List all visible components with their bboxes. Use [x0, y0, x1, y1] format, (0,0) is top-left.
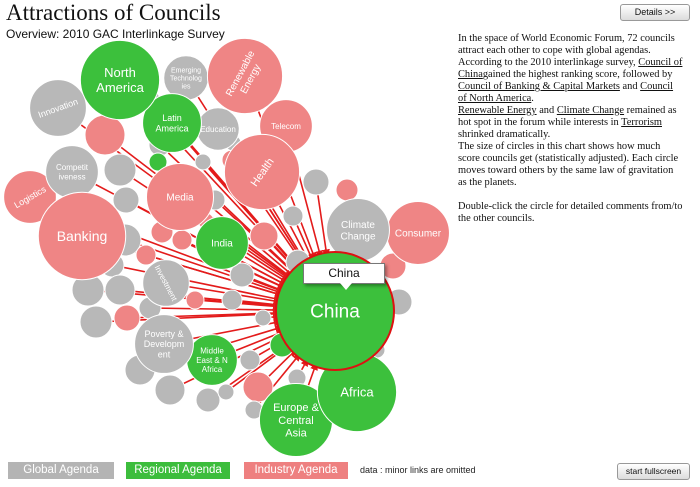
council-label-africa: Africa	[340, 385, 374, 400]
council-link	[149, 305, 281, 314]
council-of-banking-link[interactable]: Council of Banking & Capital Markets	[458, 81, 620, 92]
council-renewable-energy[interactable]: RenewableEnergy	[206, 37, 284, 115]
council-banking[interactable]: Banking	[37, 191, 127, 281]
council-label-competitiveness: Competit iveness	[56, 163, 89, 181]
council-bubble[interactable]	[302, 168, 330, 196]
description-ranking: According to the 2010 interlinkage surve…	[458, 57, 683, 104]
council-bubble[interactable]	[185, 290, 205, 310]
terrorism-link[interactable]: Terrorism	[621, 117, 662, 128]
council-bubble[interactable]	[221, 289, 243, 311]
council-media[interactable]: Media	[146, 163, 214, 231]
council-bubble[interactable]	[194, 153, 212, 171]
council-education[interactable]: Education	[196, 107, 240, 151]
climate-change-link[interactable]: Climate Change	[556, 105, 625, 116]
council-bubble[interactable]	[195, 387, 221, 413]
council-bubble[interactable]	[84, 114, 126, 156]
council-label-telecom: Telecom	[271, 122, 301, 131]
legend-regional-agenda[interactable]: Regional Agenda	[126, 462, 230, 479]
council-bubble-investment[interactable]	[142, 259, 190, 307]
council-bubble-health[interactable]	[223, 133, 301, 211]
council-bubble[interactable]	[171, 229, 193, 251]
council-bubble[interactable]	[239, 349, 261, 371]
council-label-middle-east-north-africa: Middle East & N Africa	[196, 347, 228, 374]
council-europe-central-asia[interactable]: Europe & Central Asia	[258, 382, 334, 458]
council-bubble[interactable]	[282, 205, 304, 227]
council-bubble-logistics[interactable]	[3, 170, 57, 224]
council-bubble-banking[interactable]	[37, 191, 127, 281]
start-fullscreen-button[interactable]: start fullscreen	[617, 463, 690, 480]
description-instruction: Double-click the circle for detailed com…	[458, 201, 683, 224]
minor-links-note: data : minor links are omitted	[360, 465, 476, 475]
council-bubble-india[interactable]	[195, 216, 249, 270]
page-title: Attractions of Councils	[6, 0, 221, 25]
council-bubble[interactable]	[249, 221, 279, 251]
council-label-education: Education	[200, 125, 236, 134]
council-label-latin-america: Latin America	[155, 113, 188, 133]
page-subtitle: Overview: 2010 GAC Interlinkage Survey	[6, 27, 225, 41]
council-label-media: Media	[166, 193, 194, 204]
council-investment[interactable]: Investment	[142, 259, 190, 307]
council-bubble[interactable]	[79, 305, 113, 339]
council-bubble-poverty-development[interactable]	[134, 314, 194, 374]
council-middle-east-north-africa[interactable]: Middle East & N Africa	[186, 334, 238, 386]
council-bubble-innovation[interactable]	[29, 79, 87, 137]
council-bubble-renewable-energy[interactable]	[206, 37, 284, 115]
council-consumer[interactable]: Consumer	[386, 201, 450, 265]
council-bubble[interactable]	[254, 309, 272, 327]
council-label-europe-central-asia: Europe & Central Asia	[273, 402, 320, 439]
council-bubble[interactable]	[103, 153, 137, 187]
description-panel: In the space of World Economic Forum, 72…	[452, 33, 684, 225]
council-bubble[interactable]	[113, 304, 141, 332]
council-link	[111, 264, 282, 303]
council-bubble[interactable]	[229, 262, 255, 288]
council-label-poverty-development: Poverty & Developm ent	[144, 329, 185, 360]
description-hotspots: Renewable Energy and Climate Change rema…	[458, 105, 677, 140]
council-label-north-america: North America	[96, 65, 144, 95]
council-label-emerging-technologies: Emerging Technolog ies	[170, 67, 202, 90]
council-bubble[interactable]	[154, 374, 186, 406]
council-bubble[interactable]	[112, 186, 140, 214]
council-bubble-north-america[interactable]	[79, 39, 161, 121]
council-link	[202, 161, 300, 271]
council-bubble-media[interactable]	[146, 163, 214, 231]
legend-industry-agenda[interactable]: Industry Agenda	[244, 462, 348, 479]
council-bubble[interactable]	[148, 152, 168, 172]
council-label-china: China	[310, 302, 360, 323]
council-innovation[interactable]: Innovation	[29, 79, 87, 137]
council-north-america[interactable]: North America	[79, 39, 161, 121]
selected-council-tooltip: China	[303, 263, 385, 284]
details-button[interactable]: Details >>	[620, 4, 690, 21]
council-bubble[interactable]	[104, 274, 136, 306]
council-bubble[interactable]	[135, 244, 157, 266]
council-latin-america[interactable]: Latin America	[142, 93, 202, 153]
description-circle-size: The size of circles in this chart shows …	[458, 141, 679, 188]
council-of-china-link[interactable]: Council of China	[458, 57, 683, 80]
council-of-north-america-link[interactable]: Council of North America	[458, 81, 674, 104]
council-poverty-development[interactable]: Poverty & Developm ent	[134, 314, 194, 374]
council-africa[interactable]: Africa	[316, 351, 398, 433]
council-competitiveness[interactable]: Competit iveness	[45, 145, 99, 199]
council-health[interactable]: Health	[223, 133, 301, 211]
council-bubble-latin-america[interactable]	[142, 93, 202, 153]
council-bubble[interactable]	[217, 383, 235, 401]
tooltip-pointer	[340, 283, 352, 290]
council-logistics[interactable]: Logistics	[3, 170, 57, 224]
renewable-energy-link[interactable]: Renewable Energy	[458, 105, 537, 116]
council-label-india: India	[211, 239, 233, 250]
council-label-climate-change: Climate Change	[340, 220, 375, 243]
legend-global-agenda[interactable]: Global Agenda	[8, 462, 114, 479]
council-bubble-chart[interactable]: Education Emerging Technolog ies Investment M…	[0, 0, 450, 460]
council-bubble[interactable]	[335, 178, 359, 202]
council-label-banking: Banking	[57, 228, 108, 244]
council-india[interactable]: India	[195, 216, 249, 270]
council-label-consumer: Consumer	[395, 229, 442, 240]
description-intro: In the space of World Economic Forum, 72…	[458, 33, 675, 56]
